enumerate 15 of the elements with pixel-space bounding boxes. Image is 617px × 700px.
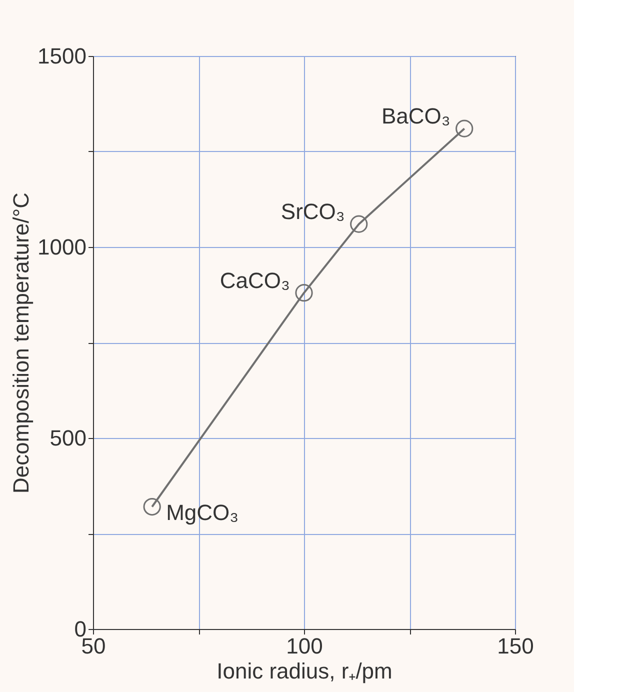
point	[295, 284, 313, 302]
y-tick-label: 1000	[38, 234, 86, 260]
y-tick-label: 500	[50, 426, 86, 450]
x-axis-title: Ionic radius, r₊/pm	[216, 658, 392, 684]
annotation: MgCO₃	[166, 500, 239, 525]
point	[350, 215, 368, 233]
annotation: SrCO₃	[280, 199, 345, 224]
y-axis-title: Decomposition temperature/°C	[8, 192, 34, 494]
point	[456, 120, 474, 138]
x-tick-label: 100	[286, 634, 323, 658]
annotation: BaCO₃	[381, 104, 450, 129]
y-tick-label: 1500	[38, 44, 86, 68]
annotation: CaCO₃	[220, 268, 290, 293]
x-tick-label: 150	[497, 634, 534, 658]
point	[143, 498, 161, 516]
